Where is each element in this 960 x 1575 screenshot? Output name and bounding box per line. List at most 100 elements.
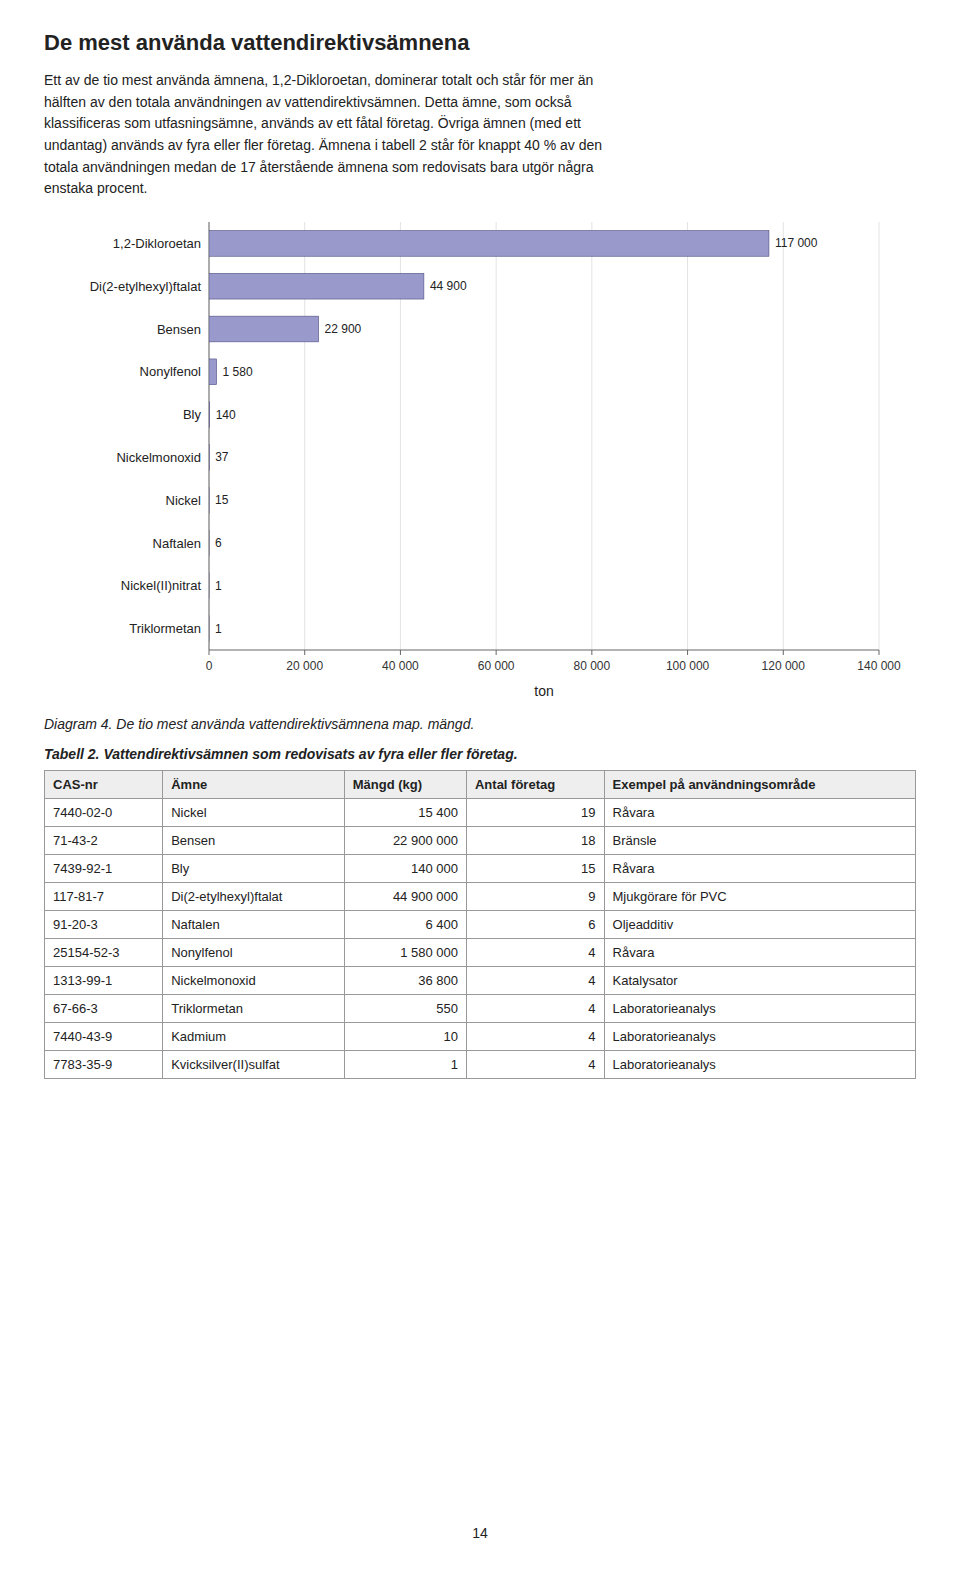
category-label: Nickel — [166, 493, 202, 508]
page: De mest använda vattendirektivsämnena Ett… — [44, 30, 916, 1079]
data-label: 6 — [215, 536, 222, 550]
table-cell: 4 — [466, 939, 604, 967]
category-label: Bensen — [157, 322, 201, 337]
tick-mark — [783, 650, 784, 655]
tick-label: 140 000 — [857, 659, 901, 673]
table-row: 67-66-3Triklormetan5504Laboratorieanalys — [45, 995, 916, 1023]
table-row: 7783-35-9Kvicksilver(II)sulfat14Laborato… — [45, 1051, 916, 1079]
bars — [209, 231, 769, 642]
table-cell: 25154-52-3 — [45, 939, 163, 967]
table-cell: 140 000 — [344, 855, 466, 883]
table-cell: 4 — [466, 995, 604, 1023]
labels: 1,2-Dikloroetan117 000Di(2-etylhexyl)fta… — [90, 236, 818, 636]
table-cell: 1 — [344, 1051, 466, 1079]
data-label: 15 — [215, 493, 229, 507]
tick-mark — [879, 650, 880, 655]
bar — [209, 530, 210, 556]
data-label: 22 900 — [325, 322, 362, 336]
table-cell: 67-66-3 — [45, 995, 163, 1023]
diagram-caption: Diagram 4. De tio mest använda vattendir… — [44, 716, 916, 732]
table-cell: Bly — [163, 855, 345, 883]
table-cell: 44 900 000 — [344, 883, 466, 911]
table-cell: Laboratorieanalys — [604, 1051, 915, 1079]
bar — [209, 402, 210, 428]
header-cell: CAS-nr — [45, 771, 163, 799]
data-label: 1 — [215, 579, 222, 593]
table-cell: 22 900 000 — [344, 827, 466, 855]
tick-label: 20 000 — [286, 659, 323, 673]
table-cell: 4 — [466, 967, 604, 995]
category-label: Bly — [183, 407, 202, 422]
category-label: Nonylfenol — [140, 364, 202, 379]
tick-mark — [591, 650, 592, 655]
table-body: 7440-02-0Nickel15 40019Råvara71-43-2Bens… — [45, 799, 916, 1079]
header-row: CAS-nrÄmneMängd (kg)Antal företagExempel… — [45, 771, 916, 799]
header-cell: Ämne — [163, 771, 345, 799]
table-row: 25154-52-3Nonylfenol1 580 0004Råvara — [45, 939, 916, 967]
data-label: 117 000 — [775, 237, 818, 251]
table-cell: Naftalen — [163, 911, 345, 939]
grid-line — [496, 222, 497, 650]
table-cell: 1 580 000 — [344, 939, 466, 967]
tick-label: 40 000 — [382, 659, 419, 673]
title: De mest använda vattendirektivsämnena — [44, 30, 916, 56]
table-cell: Råvara — [604, 799, 915, 827]
bar — [209, 316, 319, 342]
tick-mark — [209, 650, 210, 655]
bar — [209, 445, 210, 471]
tick-label: 100 000 — [666, 659, 710, 673]
data-label: 37 — [215, 451, 229, 465]
tick-label: 0 — [206, 659, 213, 673]
table-row: 71-43-2Bensen22 900 00018Bränsle — [45, 827, 916, 855]
category-label: Di(2-etylhexyl)ftalat — [90, 279, 202, 294]
data-label: 44 900 — [430, 279, 467, 293]
table-cell: Råvara — [604, 939, 915, 967]
data-label: 140 — [216, 408, 236, 422]
table-row: 117-81-7Di(2-etylhexyl)ftalat44 900 0009… — [45, 883, 916, 911]
grid-line — [879, 222, 880, 650]
body-text: Ett av de tio mest använda ämnena, 1,2-D… — [44, 70, 916, 200]
category-label: Nickelmonoxid — [116, 450, 201, 465]
table-cell: Oljeadditiv — [604, 911, 915, 939]
table-cell: 91-20-3 — [45, 911, 163, 939]
bar — [209, 616, 210, 642]
table-cell: 18 — [466, 827, 604, 855]
bar-chart: 020 00040 00060 00080 000100 000120 0001… — [44, 210, 916, 710]
tick-label: 80 000 — [574, 659, 611, 673]
grid-line — [591, 222, 592, 650]
tick-label: 120 000 — [762, 659, 806, 673]
table-cell: 9 — [466, 883, 604, 911]
table-cell: 71-43-2 — [45, 827, 163, 855]
table-cell: 7440-43-9 — [45, 1023, 163, 1051]
x-axis-label: ton — [534, 683, 553, 699]
table-cell: 15 400 — [344, 799, 466, 827]
table-cell: Laboratorieanalys — [604, 1023, 915, 1051]
table-cell: Triklormetan — [163, 995, 345, 1023]
data-label: 1 — [215, 622, 222, 636]
table-cell: Råvara — [604, 855, 915, 883]
tick-mark — [687, 650, 688, 655]
table-cell: Kadmium — [163, 1023, 345, 1051]
header-cell: Mängd (kg) — [344, 771, 466, 799]
table-cell: 7783-35-9 — [45, 1051, 163, 1079]
bar — [209, 231, 769, 257]
table-cell: Nonylfenol — [163, 939, 345, 967]
table-cell: 1313-99-1 — [45, 967, 163, 995]
bar — [209, 273, 424, 299]
table-row: 7440-43-9Kadmium104Laboratorieanalys — [45, 1023, 916, 1051]
x-axis-line — [209, 650, 879, 651]
bar — [209, 359, 217, 385]
table-cell: 117-81-7 — [45, 883, 163, 911]
page-number: 14 — [0, 1525, 960, 1541]
bar — [209, 487, 210, 513]
table-row: 7439-92-1Bly140 00015Råvara — [45, 855, 916, 883]
table-cell: 36 800 — [344, 967, 466, 995]
table-cell: 7440-02-0 — [45, 799, 163, 827]
table-head: CAS-nrÄmneMängd (kg)Antal företagExempel… — [45, 771, 916, 799]
table-cell: 4 — [466, 1051, 604, 1079]
table-cell: Di(2-etylhexyl)ftalat — [163, 883, 345, 911]
table-title: Tabell 2. Vattendirektivsämnen som redov… — [44, 746, 916, 762]
tick-mark — [496, 650, 497, 655]
table-cell: Bensen — [163, 827, 345, 855]
table-cell: 10 — [344, 1023, 466, 1051]
